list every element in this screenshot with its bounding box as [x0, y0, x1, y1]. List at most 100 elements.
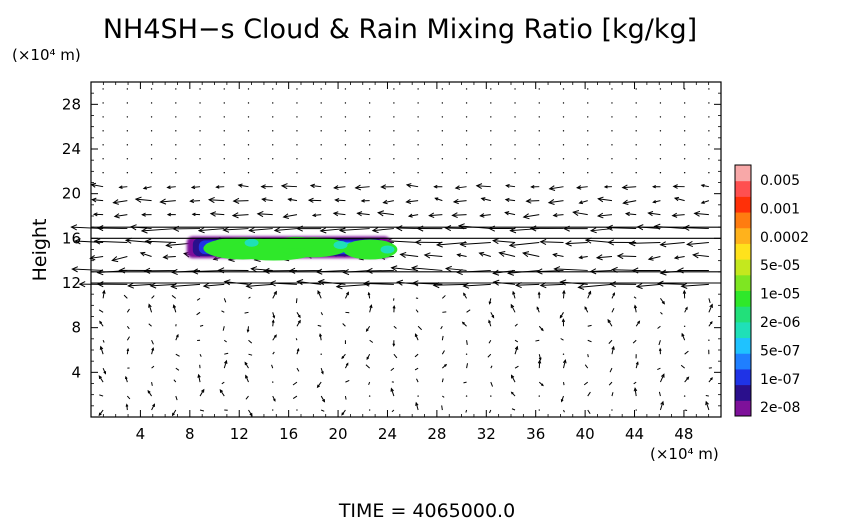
wind-vector [416, 378, 419, 383]
wind-vector [393, 325, 397, 329]
wind-vector [578, 200, 588, 205]
wind-vector [658, 391, 661, 397]
wind-vector [632, 339, 637, 344]
y-tick-label: 24 [62, 140, 81, 158]
wind-vector [175, 88, 177, 90]
wind-vector [490, 172, 492, 174]
wind-vector [171, 409, 177, 417]
wind-vector [692, 252, 709, 259]
wind-vector [635, 409, 637, 411]
wind-vector [603, 185, 612, 189]
wind-vector [708, 158, 710, 160]
wind-vector [587, 158, 589, 160]
x-tick-label: 28 [427, 425, 446, 443]
wind-vector [492, 238, 516, 245]
wind-vector [390, 387, 395, 397]
wind-vector [125, 403, 129, 411]
x-tick-label: 8 [185, 425, 195, 443]
wind-vector [151, 365, 155, 369]
wind-vector [633, 304, 637, 313]
wind-vector [365, 325, 371, 332]
wind-vector [341, 353, 346, 360]
wind-vector [140, 227, 176, 234]
wind-vector [224, 352, 229, 355]
wind-vector [683, 158, 686, 160]
wind-vector [93, 238, 128, 245]
wind-vector [272, 395, 276, 402]
wind-vector [487, 353, 492, 358]
wind-vector [562, 158, 565, 160]
wind-vector [683, 102, 686, 104]
wind-vector [490, 130, 492, 132]
wind-vector [245, 395, 249, 400]
wind-vector [144, 238, 176, 245]
wind-vector [344, 395, 347, 400]
wind-vector [417, 144, 419, 146]
wind-vector [624, 211, 637, 217]
wind-vector [621, 184, 637, 191]
wind-vector [659, 172, 662, 174]
colorbar-label: 1e-05 [760, 287, 800, 303]
wind-vector [150, 88, 153, 90]
wind-vector [680, 282, 709, 289]
wind-vector [365, 364, 370, 369]
wind-vector [572, 210, 588, 216]
wind-vector [367, 291, 371, 299]
wind-vector [98, 309, 104, 313]
wind-vector [512, 290, 516, 299]
wind-vector [98, 375, 104, 383]
wind-vector [223, 130, 225, 132]
wind-vector [295, 298, 298, 304]
wind-vector [273, 227, 298, 234]
wind-vector [633, 381, 637, 385]
wind-vector [344, 130, 347, 132]
wind-vector [465, 353, 468, 355]
wind-vector [415, 401, 419, 411]
x-tick-label: 20 [329, 425, 348, 443]
wind-vector [368, 158, 371, 160]
wind-vector [102, 116, 104, 118]
wind-vector [660, 311, 663, 315]
wind-vector [71, 266, 104, 273]
wind-vector [272, 351, 275, 355]
wind-vector [126, 395, 131, 400]
wind-vector [344, 116, 347, 118]
wind-vector [611, 409, 613, 411]
wind-vector [127, 282, 152, 289]
wind-vector [113, 213, 128, 219]
wind-vector [417, 116, 419, 118]
wind-vector [633, 387, 638, 397]
wind-vector [320, 102, 322, 104]
wind-vector [683, 130, 686, 132]
wind-vector [647, 211, 661, 217]
wind-vector [635, 102, 637, 104]
wind-vector [587, 290, 592, 299]
colorbar-swatch [735, 196, 751, 213]
wind-vector [173, 379, 177, 383]
wind-vector [522, 251, 540, 258]
wind-vector [560, 338, 564, 341]
wind-vector [435, 241, 467, 248]
wind-vector [417, 130, 419, 132]
wind-vector [441, 88, 444, 90]
wind-vector [683, 116, 686, 118]
cloud-contour [186, 236, 398, 261]
wind-vector [175, 144, 177, 146]
wind-vector [221, 381, 225, 385]
wind-vector [244, 311, 249, 314]
plot-frame [90, 81, 722, 418]
wind-vector [380, 184, 394, 190]
wind-vector [417, 88, 419, 90]
wind-vector [656, 280, 685, 287]
wind-vector [296, 116, 298, 118]
wind-vector [514, 158, 516, 160]
wind-vector [280, 183, 297, 190]
y-axis-label: Height [29, 219, 51, 282]
wind-vector [442, 395, 445, 398]
wind-vector [510, 303, 516, 313]
wind-vector [529, 225, 564, 232]
wind-vector [175, 353, 180, 357]
wind-vector [659, 400, 664, 411]
wind-vector [393, 144, 395, 146]
wind-vector [320, 88, 322, 90]
